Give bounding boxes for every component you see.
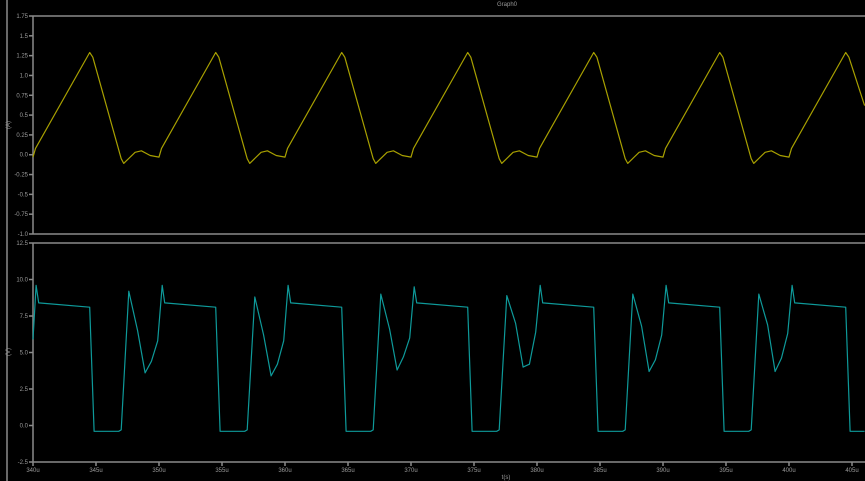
top-y-tick-label: 0.0 <box>20 153 29 159</box>
x-axis-label: t(s) <box>502 475 511 481</box>
top-y-tick-label: -0.25 <box>14 173 28 179</box>
x-tick-label: 400u <box>782 468 795 474</box>
x-tick-label: 390u <box>656 468 669 474</box>
bottom-y-tick-label: 10.0 <box>16 278 28 284</box>
x-ticks: 340u 345u 350u 355u 360u 365u 370u 375u 380u 385u… <box>26 462 859 474</box>
x-tick-label: 350u <box>152 468 165 474</box>
bottom-y-tick-label: -2.5 <box>18 460 29 466</box>
bottom-y-tick-label: 0.0 <box>20 424 29 430</box>
top-y-tick-label: 1.75 <box>16 14 28 20</box>
top-y-tick-label: 0.25 <box>16 133 28 139</box>
bottom-series-line <box>32 284 865 432</box>
x-tick-label: 395u <box>719 468 732 474</box>
top-y-tick-label: -0.75 <box>14 212 28 218</box>
top-y-tick-label: 0.5 <box>20 113 29 119</box>
top-y-tick-label: 1.0 <box>20 73 29 79</box>
top-series-group <box>32 51 865 164</box>
top-y-tick-label: 1.25 <box>16 54 28 60</box>
top-y-tick-label: -1.0 <box>18 232 29 238</box>
top-series-line <box>32 51 865 164</box>
top-y-tick-label: -0.5 <box>18 192 29 198</box>
x-tick-label: 375u <box>467 468 480 474</box>
x-tick-label: 345u <box>89 468 102 474</box>
top-y-ticks: 1.75 1.5 1.25 1.0 0.75 0.5 0.25 0.0 -0.25 -0.5 -0.… <box>14 14 33 238</box>
top-y-tick-label: 1.5 <box>20 34 29 40</box>
x-tick-label: 360u <box>278 468 291 474</box>
bottom-series-group <box>32 284 865 432</box>
top-y-tick-label: 0.75 <box>16 93 28 99</box>
bottom-y-tick-label: 2.5 <box>20 387 29 393</box>
x-tick-label: 355u <box>215 468 228 474</box>
bottom-y-tick-label: 5.0 <box>20 351 29 357</box>
bottom-y-axis-label: (V) <box>6 348 12 356</box>
bottom-y-ticks: 12.5 10.0 7.5 5.0 2.5 0.0 -2.5 <box>16 241 33 466</box>
top-plot: (A) 1.75 1.5 1.25 1.0 0.75 0.5 0.25 0.0 -0.25 -0.… <box>6 14 865 238</box>
x-tick-label: 370u <box>404 468 417 474</box>
x-tick-label: 365u <box>341 468 354 474</box>
bottom-y-tick-label: 7.5 <box>20 314 29 320</box>
x-tick-label: 385u <box>593 468 606 474</box>
x-tick-label: 340u <box>26 468 39 474</box>
graph-title: Graph0 <box>497 2 518 8</box>
top-y-axis-label: (A) <box>6 121 12 129</box>
x-tick-label: 380u <box>530 468 543 474</box>
bottom-plot: (V) t(s) 12.510.07.55.02.50.0-2.5 340u 34… <box>6 241 865 481</box>
x-tick-label: 405u <box>845 468 858 474</box>
bottom-y-tick-label: 12.5 <box>16 241 28 247</box>
